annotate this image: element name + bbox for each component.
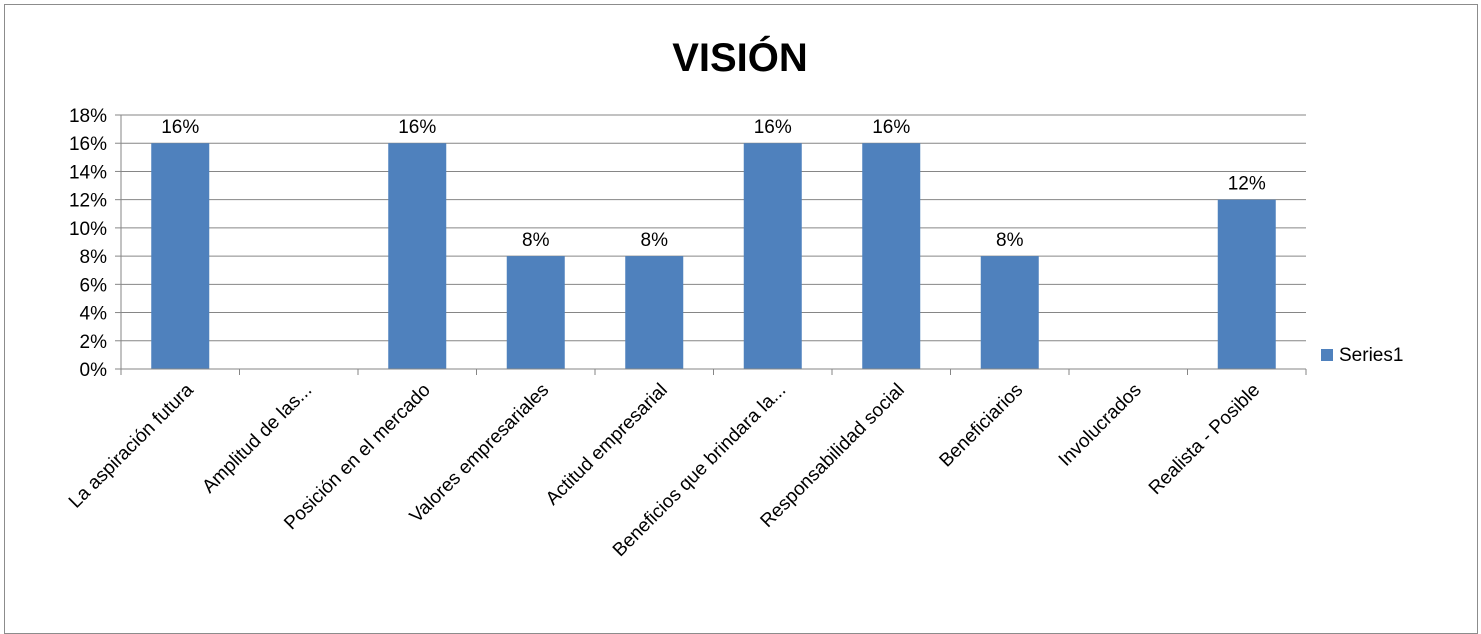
bar [151, 143, 210, 369]
bar [388, 143, 447, 369]
x-tick-label: Beneficiarios [936, 380, 1028, 472]
data-label: 8% [996, 230, 1024, 251]
y-tick-label: 2% [80, 332, 108, 353]
y-tick-label: 16% [69, 134, 107, 155]
x-tick-label: Involucrados [1055, 380, 1146, 471]
bar-chart: VISIÓN 0% 2% 4% 6% 8% 10% 12% 14% 16% 18% 16% 16% 8… [65, 34, 1403, 561]
chart-title: VISIÓN [672, 34, 808, 80]
y-tick-label: 10% [69, 219, 107, 240]
bar [980, 256, 1039, 369]
y-tick-label: 6% [80, 275, 108, 296]
y-tick-label: 18% [69, 106, 107, 127]
legend-swatch [1321, 349, 1333, 361]
gridlines [121, 114, 1306, 342]
y-tick-label: 8% [80, 247, 108, 268]
bar [506, 256, 565, 369]
bar [743, 143, 802, 369]
y-axis: 0% 2% 4% 6% 8% 10% 12% 14% 16% 18% [69, 106, 122, 381]
x-tick-label: Actitud empresarial [542, 380, 672, 510]
data-label: 16% [872, 117, 910, 138]
bar [1217, 199, 1276, 369]
legend-label: Series1 [1339, 345, 1403, 366]
x-tick-label: Valores empresariales [406, 380, 554, 528]
y-tick-label: 4% [80, 304, 108, 325]
data-label: 16% [161, 117, 199, 138]
y-tick-label: 0% [80, 360, 108, 381]
bar [862, 143, 921, 369]
x-tick-label: Amplitud de las... [198, 380, 316, 498]
y-tick-label: 12% [69, 191, 107, 212]
data-labels: 16% 16% 8% 8% 16% 16% 8% 12% [161, 117, 1266, 251]
bar [625, 256, 684, 369]
data-label: 8% [522, 230, 550, 251]
y-tick-label: 14% [69, 162, 107, 183]
data-label: 8% [641, 230, 669, 251]
x-tick-label: La aspiración futura [65, 379, 198, 512]
data-label: 12% [1228, 174, 1266, 195]
data-label: 16% [754, 117, 792, 138]
bars [151, 143, 1276, 369]
x-axis: La aspiración futura Amplitud de las...Po… [65, 368, 1307, 561]
legend: Series1 [1321, 345, 1403, 366]
data-label: 16% [398, 117, 436, 138]
x-tick-label: Realista - Posible [1145, 380, 1264, 499]
